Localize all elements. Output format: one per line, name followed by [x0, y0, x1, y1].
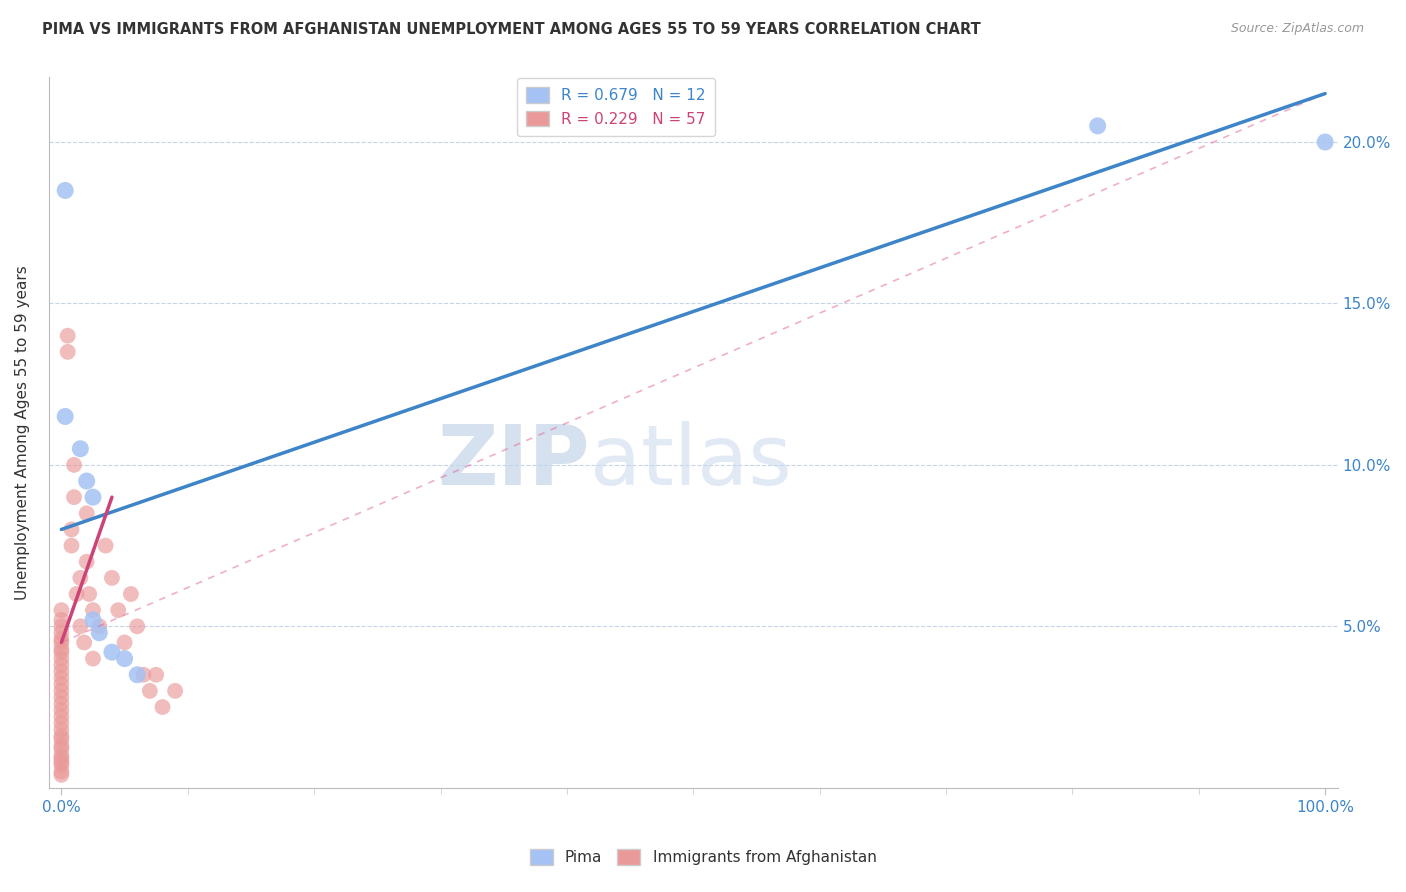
Point [51, 752, 73, 766]
Legend: Pima, Immigrants from Afghanistan: Pima, Immigrants from Afghanistan [523, 843, 883, 871]
Point [51, 748, 73, 763]
Point [51, 710, 73, 724]
Point [51, 732, 73, 747]
Point [139, 684, 162, 698]
Point [145, 667, 167, 681]
Legend: R = 0.679   N = 12, R = 0.229   N = 57: R = 0.679 N = 12, R = 0.229 N = 57 [517, 78, 714, 136]
Point [51, 758, 73, 772]
Point [101, 571, 124, 585]
Point [82, 603, 104, 617]
Point [114, 651, 136, 665]
Point [69, 619, 91, 633]
Point [76, 555, 98, 569]
Point [165, 684, 187, 698]
Point [77, 587, 100, 601]
Point [51, 645, 73, 659]
Point [51, 742, 73, 756]
Point [114, 635, 136, 649]
Point [56, 344, 79, 359]
Point [51, 658, 73, 673]
Point [51, 677, 73, 691]
Point [94, 539, 117, 553]
Point [51, 671, 73, 685]
Point [53, 184, 76, 198]
Point [51, 603, 73, 617]
Point [107, 603, 129, 617]
Point [1313, 135, 1336, 149]
Point [120, 587, 142, 601]
Text: ZIP: ZIP [437, 420, 591, 501]
Point [60, 523, 83, 537]
Point [51, 625, 73, 640]
Point [132, 667, 155, 681]
Point [51, 690, 73, 705]
Point [51, 703, 73, 717]
Point [51, 619, 73, 633]
Point [69, 571, 91, 585]
Point [89, 625, 111, 640]
Point [82, 613, 104, 627]
Point [69, 442, 91, 456]
Y-axis label: Unemployment Among Ages 55 to 59 years: Unemployment Among Ages 55 to 59 years [15, 265, 30, 600]
Point [51, 755, 73, 769]
Point [152, 700, 174, 714]
Point [51, 768, 73, 782]
Point [51, 729, 73, 743]
Point [51, 651, 73, 665]
Point [51, 764, 73, 779]
Point [51, 723, 73, 737]
Point [76, 474, 98, 488]
Point [76, 506, 98, 520]
Text: atlas: atlas [591, 420, 792, 501]
Point [101, 645, 124, 659]
Text: PIMA VS IMMIGRANTS FROM AFGHANISTAN UNEMPLOYMENT AMONG AGES 55 TO 59 YEARS CORRE: PIMA VS IMMIGRANTS FROM AFGHANISTAN UNEM… [42, 22, 981, 37]
Point [89, 619, 111, 633]
Point [60, 539, 83, 553]
Point [127, 619, 149, 633]
Point [65, 587, 87, 601]
Point [127, 667, 149, 681]
Point [51, 613, 73, 627]
Point [51, 716, 73, 731]
Point [73, 635, 96, 649]
Point [51, 697, 73, 711]
Point [51, 684, 73, 698]
Point [51, 739, 73, 753]
Point [53, 409, 76, 424]
Point [51, 632, 73, 647]
Point [63, 490, 86, 504]
Point [51, 635, 73, 649]
Point [1087, 119, 1109, 133]
Point [82, 651, 104, 665]
Point [51, 641, 73, 656]
Point [82, 490, 104, 504]
Point [63, 458, 86, 472]
Text: Source: ZipAtlas.com: Source: ZipAtlas.com [1230, 22, 1364, 36]
Point [56, 328, 79, 343]
Point [51, 665, 73, 679]
